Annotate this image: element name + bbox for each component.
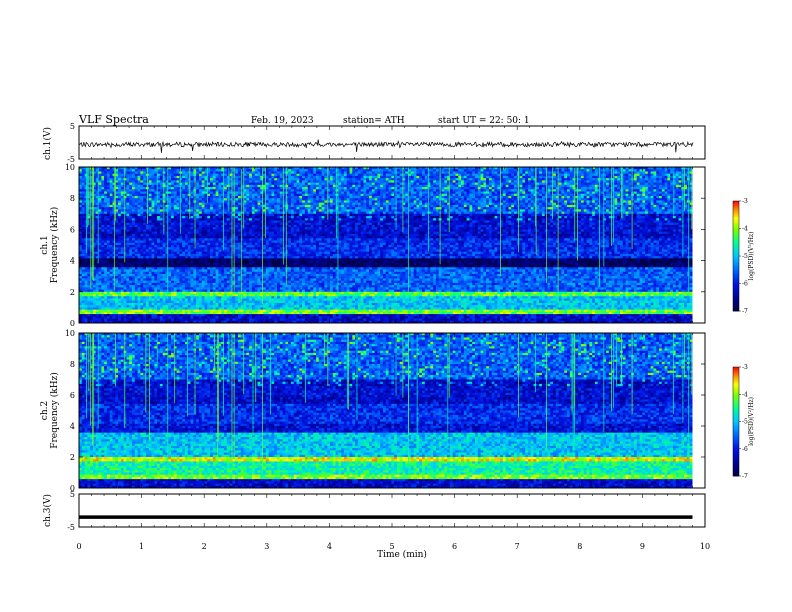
ch1-spectrogram-ytick: 8	[70, 194, 75, 203]
ch1-spectrogram-panel: 0 2 4 6 8 10 ch.1Frequency (kHz)	[40, 163, 705, 328]
x-tick-label: 7	[515, 542, 520, 551]
ch3-waveform-panel: 5 -5 ch.3(V)	[42, 490, 705, 532]
ch1-waveform-ylabel: ch.1(V)	[42, 127, 53, 160]
ch2-spectrogram-ylabel: ch.2Frequency (kHz)	[40, 372, 60, 449]
ch1-waveform-panel: 5-5ch.1(V)	[42, 122, 705, 164]
ch3-waveform-frame	[79, 494, 705, 527]
x-tick-label: 3	[264, 542, 269, 551]
ch2-colorbar-tick: -7	[742, 473, 748, 480]
ch1-spectrogram-cells	[79, 167, 693, 323]
ch1-colorbar-tick: -7	[742, 308, 748, 315]
ch2-spectrogram-ytick: 2	[70, 453, 75, 462]
station-label: station= ATH	[343, 116, 405, 126]
ch1-waveform-ytick: 5	[70, 122, 75, 131]
x-tick-label: 0	[76, 542, 81, 551]
ch1-spectrogram-ytick: 10	[65, 163, 75, 172]
ch2-spectrogram-ytick: 6	[70, 391, 75, 400]
ch1-waveform-frame	[79, 126, 705, 159]
ch1-spectrogram-ytick: 4	[70, 257, 75, 266]
x-tick-label: 4	[327, 542, 332, 551]
ch1-waveform-line	[79, 140, 693, 153]
ch3-waveform-ytick: -5	[67, 523, 75, 532]
x-tick-label: 2	[202, 542, 207, 551]
ch1-spectrogram-ytick: 2	[70, 288, 75, 297]
x-tick-label: 1	[139, 542, 144, 551]
ch3-waveform-ylabel: ch.3(V)	[42, 494, 53, 527]
ch2-spectrogram-cells	[79, 333, 693, 488]
ch1-colorbar-tick: -4	[742, 226, 748, 233]
ch1-colorbar-label: log(PSD)(V²/Hz)	[748, 232, 755, 281]
ch1-spectrogram-ylabel: ch.1Frequency (kHz)	[40, 207, 60, 284]
x-axis-label: Time (min)	[377, 549, 427, 560]
ch1-colorbar-tick: -6	[742, 281, 748, 288]
ch2-colorbar-tick: -3	[742, 364, 748, 371]
ch2-colorbar-label: log(PSD)(V²/Hz)	[748, 397, 755, 446]
ch2-spectrogram-ytick: 8	[70, 360, 75, 369]
ch2-spectrogram-ytick: 4	[70, 422, 75, 431]
ch2-spectrogram-ytick: 10	[65, 329, 75, 338]
x-tick-label: 10	[700, 542, 710, 551]
ch3-waveform-ytick: 5	[70, 490, 75, 499]
ch1-spectrogram-ytick: 0	[70, 319, 75, 328]
start-time-label: start UT = 22: 50: 1	[438, 116, 530, 126]
x-tick-label: 9	[640, 542, 645, 551]
ch1-spectrogram-ytick: 6	[70, 225, 75, 234]
date-label: Feb. 19, 2023	[251, 116, 314, 126]
x-tick-label: 8	[577, 542, 582, 551]
ch1-colorbar-tick: -3	[742, 198, 748, 205]
figure-title: VLF Spectra	[78, 113, 149, 126]
x-tick-label: 6	[452, 542, 457, 551]
